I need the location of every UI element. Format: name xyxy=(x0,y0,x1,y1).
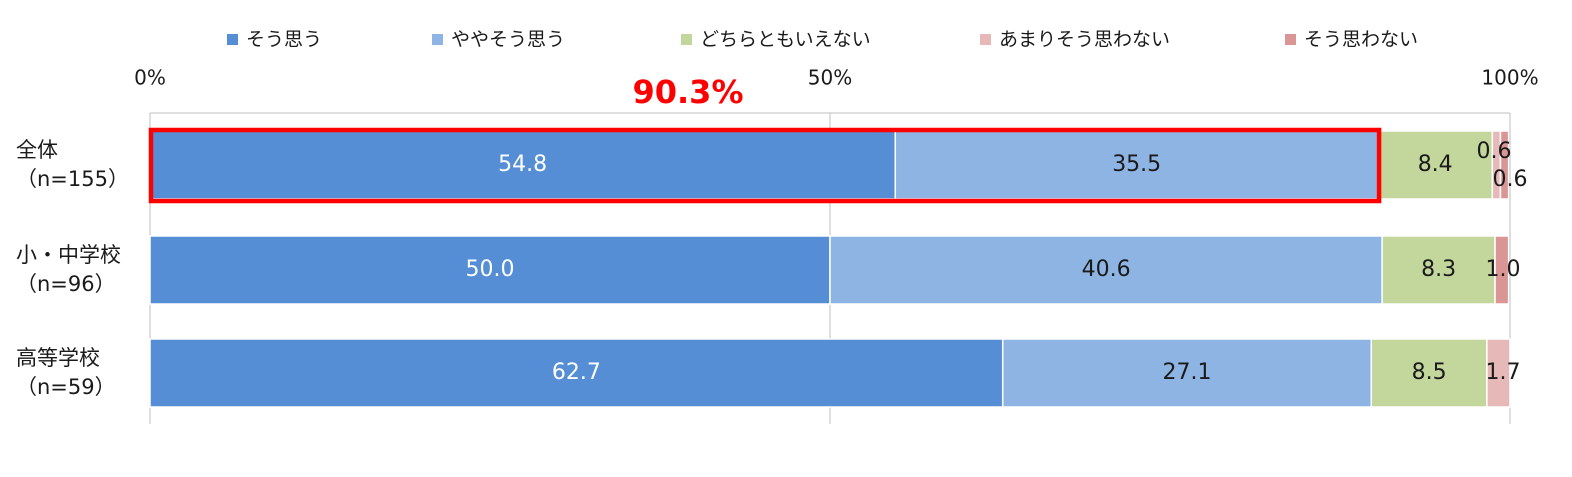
bar-value-labels: 54.8 35.5 8.4 0.6 0.6 50.0 40.6 8.3 1.0 62.7 27.1 8… xyxy=(466,139,1528,385)
legend-label-2: ややそう思う xyxy=(451,29,565,51)
legend-label-3: どちらともいえない xyxy=(700,29,871,51)
category-label-2-line1: 小・中学校 xyxy=(16,243,121,267)
bar-r3-s4 xyxy=(1486,338,1511,408)
bar-label-r1-s1: 54.8 xyxy=(498,152,547,177)
bar-label-r2-s3: 8.3 xyxy=(1421,257,1456,282)
highlight-annotation: 90.3% xyxy=(148,73,1382,204)
bar-r1-s3 xyxy=(1377,130,1494,200)
bar-r2-s5 xyxy=(1494,235,1510,305)
bar-label-r2-s5: 1.0 xyxy=(1486,257,1521,282)
bar-label-r3-s4: 1.7 xyxy=(1486,360,1521,385)
bar-label-r2-s1: 50.0 xyxy=(466,257,515,282)
bar-label-r3-s1: 62.7 xyxy=(552,360,601,385)
category-label-1-line1: 全体 xyxy=(16,138,58,162)
x-tick-label-1: 0% xyxy=(134,66,166,90)
category-label-1-line2: （n=155） xyxy=(16,167,129,191)
bar-label-r1-s2: 35.5 xyxy=(1112,152,1161,177)
legend-label-5: そう思わない xyxy=(1304,29,1418,51)
bar-label-r1-s4: 0.6 xyxy=(1477,139,1512,164)
category-label-3-line1: 高等学校 xyxy=(16,346,100,370)
legend-label-1: そう思う xyxy=(246,29,322,51)
bar-label-r1-s3: 8.4 xyxy=(1418,152,1453,177)
highlight-label: 90.3% xyxy=(632,73,743,111)
x-tick-label-2: 50% xyxy=(808,66,852,90)
bar-r1-s5 xyxy=(1499,130,1510,200)
legend-swatch-2 xyxy=(432,34,443,45)
legend-swatch-3 xyxy=(681,34,692,45)
legend-label-4: あまりそう思わない xyxy=(999,29,1170,51)
bar-label-r3-s2: 27.1 xyxy=(1163,360,1212,385)
legend-swatch-5 xyxy=(1285,34,1296,45)
bar-r3-s1 xyxy=(149,338,1004,408)
bar-label-r3-s3: 8.5 xyxy=(1412,360,1447,385)
category-label-2-line2: （n=96） xyxy=(16,272,116,296)
bar-r1-s1 xyxy=(149,130,897,200)
category-labels: 全体 （n=155） 小・中学校 （n=96） 高等学校 （n=59） xyxy=(16,138,129,399)
x-axis-tick-labels: 0% 50% 100% xyxy=(134,66,1538,90)
bar-r2-s1 xyxy=(149,235,831,305)
bar-r3-s3 xyxy=(1370,338,1488,408)
bar-r3-s2 xyxy=(1001,338,1373,408)
x-tick-label-3: 100% xyxy=(1481,66,1538,90)
legend-swatch-4 xyxy=(980,34,991,45)
bar-r2-s2 xyxy=(829,235,1383,305)
bars xyxy=(149,130,1511,408)
highlight-box xyxy=(148,127,1382,204)
legend: そう思う ややそう思う どちらともいえない あまりそう思わない そう思わない xyxy=(227,29,1418,51)
category-label-3-line2: （n=59） xyxy=(16,375,116,399)
legend-swatch-1 xyxy=(227,34,238,45)
bar-label-r2-s2: 40.6 xyxy=(1082,257,1131,282)
bar-label-r1-s5: 0.6 xyxy=(1493,167,1528,192)
